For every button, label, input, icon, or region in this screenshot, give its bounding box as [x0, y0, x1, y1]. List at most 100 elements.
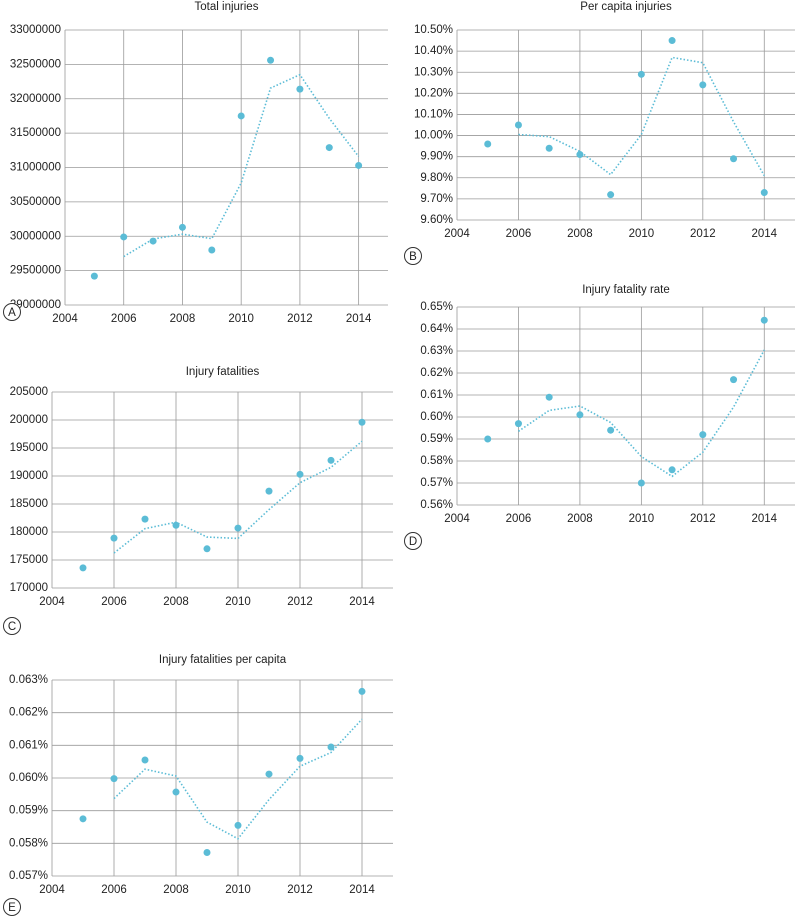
data-point	[358, 418, 366, 426]
x-tick-label: 2014	[751, 513, 777, 525]
data-point	[234, 524, 242, 532]
data-point	[110, 775, 118, 783]
y-tick-label: 0.063%	[9, 674, 48, 686]
trend-line	[113, 718, 363, 840]
data-point	[208, 246, 216, 254]
x-tick-label: 2008	[163, 596, 189, 608]
data-point	[79, 815, 87, 823]
panel-label-circle	[3, 898, 21, 916]
x-tick-label: 2012	[287, 313, 313, 325]
x-tick-label: 2004	[39, 596, 65, 608]
y-tick-label: 170000	[10, 582, 48, 594]
y-tick-label: 0.59%	[420, 433, 453, 445]
panel-label-circle	[3, 617, 21, 635]
data-point	[267, 56, 275, 64]
panel-label: D	[409, 536, 417, 548]
chart-title: Injury fatalities	[186, 366, 260, 378]
x-tick-label: 2006	[101, 596, 127, 608]
y-tick-label: 32000000	[10, 93, 61, 105]
y-tick-label: 29500000	[10, 265, 61, 277]
data-point	[110, 534, 118, 542]
data-point	[265, 770, 273, 778]
y-tick-label: 10.10%	[414, 108, 453, 120]
chart-title: Injury fatality rate	[582, 284, 670, 296]
panel-label: B	[409, 251, 417, 263]
chart-title: Per capita injuries	[580, 1, 672, 13]
x-tick-label: 2014	[751, 228, 777, 240]
data-point	[637, 479, 645, 487]
y-tick-label: 180000	[10, 526, 48, 538]
x-tick-label: 2012	[287, 596, 313, 608]
y-tick-label: 29000000	[10, 299, 61, 311]
y-tick-label: 10.20%	[414, 87, 453, 99]
data-point	[172, 521, 180, 529]
data-point	[699, 81, 707, 89]
data-point	[172, 788, 180, 796]
data-point	[484, 435, 492, 443]
data-point	[668, 466, 676, 474]
x-tick-label: 2008	[567, 228, 593, 240]
x-tick-label: 2004	[444, 228, 470, 240]
y-tick-label: 0.059%	[9, 805, 48, 817]
x-tick-label: 2004	[39, 884, 65, 896]
y-tick-label: 30000000	[10, 230, 61, 242]
data-point	[265, 487, 273, 495]
x-tick-label: 2010	[228, 313, 254, 325]
x-tick-label: 2010	[629, 228, 655, 240]
x-tick-label: 2006	[506, 513, 532, 525]
y-tick-label: 10.40%	[414, 45, 453, 57]
x-tick-label: 2004	[444, 513, 470, 525]
x-tick-label: 2008	[567, 513, 593, 525]
x-tick-label: 2014	[349, 596, 375, 608]
panel-label-circle	[404, 247, 422, 265]
data-point	[79, 564, 87, 572]
data-point	[514, 420, 522, 428]
chart-title: Total injuries	[195, 1, 259, 13]
data-point	[178, 223, 186, 231]
data-point	[760, 316, 768, 324]
y-tick-label: 185000	[10, 498, 48, 510]
data-point	[141, 515, 149, 523]
trend-line	[113, 440, 363, 554]
y-tick-label: 0.60%	[420, 411, 453, 423]
data-point	[576, 411, 584, 419]
data-point	[730, 155, 738, 163]
y-tick-label: 9.80%	[420, 172, 453, 184]
y-tick-label: 195000	[10, 442, 48, 454]
y-tick-label: 0.57%	[420, 477, 453, 489]
panel-label-circle	[404, 532, 422, 550]
y-tick-label: 10.50%	[414, 24, 453, 36]
y-tick-label: 0.061%	[9, 739, 48, 751]
x-tick-label: 2004	[52, 313, 78, 325]
data-point	[327, 743, 335, 751]
trend-line	[123, 73, 360, 258]
panel-label: E	[8, 902, 16, 914]
y-tick-label: 0.057%	[9, 870, 48, 882]
y-tick-label: 31000000	[10, 162, 61, 174]
y-tick-label: 0.56%	[420, 499, 453, 511]
y-tick-label: 9.60%	[420, 214, 453, 226]
y-tick-label: 0.61%	[420, 389, 453, 401]
y-tick-label: 9.90%	[420, 151, 453, 163]
data-point	[607, 426, 615, 434]
y-tick-label: 30500000	[10, 196, 61, 208]
y-tick-label: 10.30%	[414, 66, 453, 78]
data-point	[203, 848, 211, 856]
x-tick-label: 2006	[506, 228, 532, 240]
data-point	[576, 151, 584, 159]
y-tick-label: 200000	[10, 414, 48, 426]
y-tick-label: 0.63%	[420, 345, 453, 357]
y-tick-label: 0.62%	[420, 367, 453, 379]
x-tick-label: 2012	[690, 228, 716, 240]
data-point	[149, 237, 157, 245]
data-point	[484, 140, 492, 148]
data-point	[203, 545, 211, 553]
data-point	[637, 70, 645, 78]
y-tick-label: 10.00%	[414, 130, 453, 142]
y-tick-label: 0.64%	[420, 323, 453, 335]
x-tick-label: 2012	[287, 884, 313, 896]
x-tick-label: 2014	[349, 884, 375, 896]
data-point	[699, 431, 707, 439]
data-point	[296, 85, 304, 93]
